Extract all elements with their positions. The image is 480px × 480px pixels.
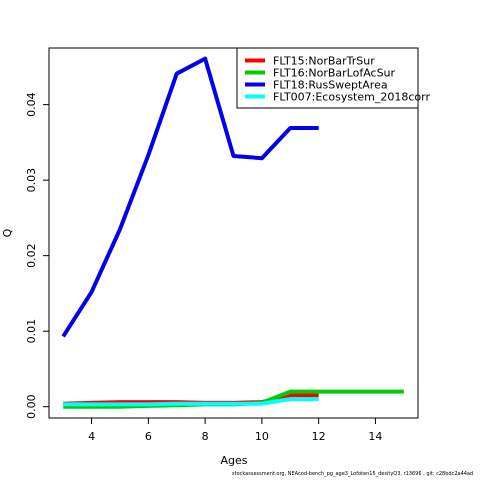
legend-entry: FLT15:NorBarTrSur — [273, 55, 375, 68]
y-tick-label: 0.04 — [25, 92, 38, 117]
x-tick-label: 6 — [145, 430, 152, 443]
legend-entry: FLT007:Ecosystem_2018corr — [273, 91, 430, 104]
footnote: stockassessment.org, NEAcod-bench_pg_age… — [232, 471, 474, 477]
x-tick-label: 12 — [312, 430, 326, 443]
series-line-4 — [63, 397, 319, 407]
legend-box — [236, 47, 419, 109]
series-lines — [61, 56, 404, 409]
y-axis-title: Q — [1, 228, 14, 237]
y-tick-label: 0.02 — [25, 243, 38, 268]
y-tick-label: 0.01 — [25, 319, 38, 344]
plot-frame — [48, 47, 419, 419]
legend-entry: FLT16:NorBarLofAcSur — [273, 67, 396, 80]
legend: FLT15:NorBarTrSurFLT16:NorBarLofAcSurFLT… — [236, 47, 430, 109]
y-tick-label: 0.00 — [25, 394, 38, 419]
x-tick-label: 14 — [368, 430, 382, 443]
legend-entry: FLT18:RusSweptArea — [273, 79, 388, 92]
plot-area — [48, 47, 419, 419]
x-tick-label: 8 — [202, 430, 209, 443]
axes: 4 6 8 10 12 14 0.00 0.01 0.02 0.03 0.04 — [25, 92, 382, 443]
x-tick-label: 4 — [88, 430, 95, 443]
x-tick-label: 10 — [255, 430, 269, 443]
x-axis-title: Ages — [220, 454, 247, 467]
y-tick-label: 0.03 — [25, 168, 38, 193]
series-line-3 — [61, 56, 319, 338]
